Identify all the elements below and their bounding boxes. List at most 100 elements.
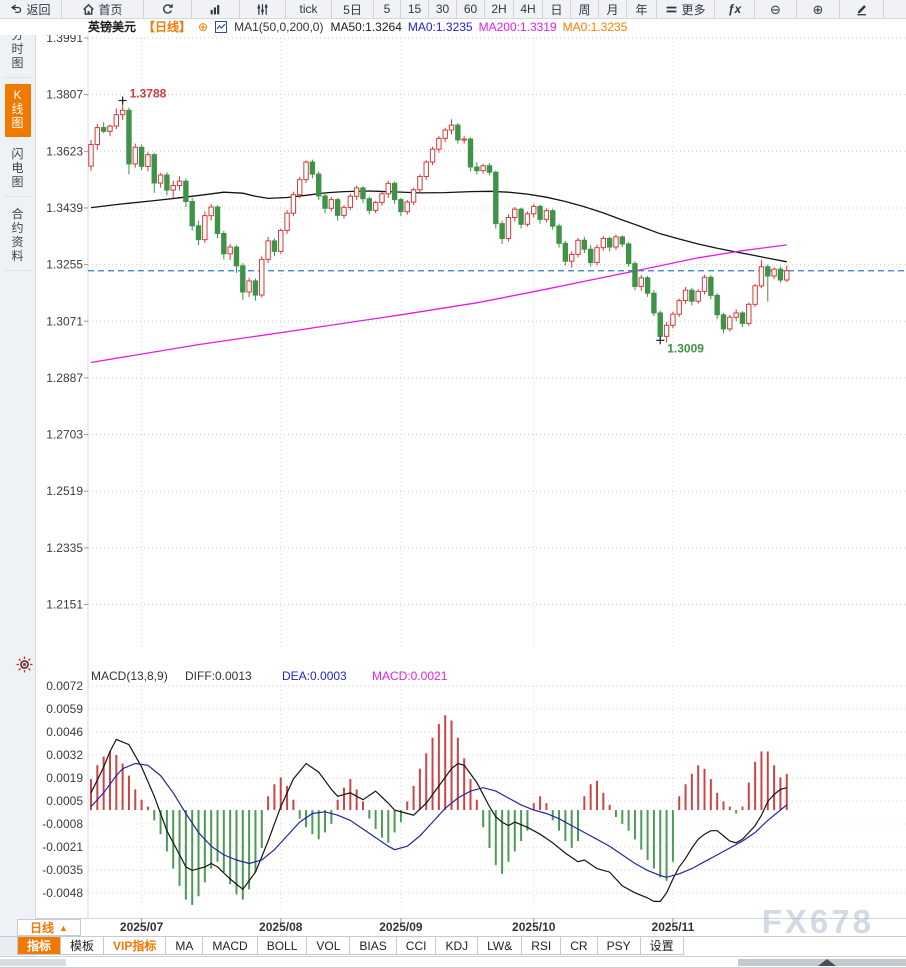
toolbar-period-week-button[interactable]: 周: [571, 0, 599, 18]
toolbar-zoom-out-button[interactable]: ⊖: [755, 0, 797, 18]
toolbar-period-month-button[interactable]: 月: [599, 0, 627, 18]
candle-body: [94, 127, 101, 146]
candle-body: [391, 182, 398, 201]
macd-tick-label: 0.0005: [46, 794, 83, 808]
candle-body: [600, 237, 607, 249]
candle-body: [265, 240, 271, 260]
candle-body: [151, 154, 157, 184]
indicator-tab-1[interactable]: 模板: [61, 937, 105, 955]
date-label: 2025/07: [120, 920, 164, 934]
price-tick-label: 1.3439: [46, 201, 83, 215]
candle-body: [689, 289, 695, 302]
price-tick-label: 1.2703: [46, 428, 83, 442]
indicator-tab-8[interactable]: CCI: [396, 937, 437, 955]
ma-value-1: MA0:1.3235: [407, 19, 473, 34]
toolbar-period-week-label: 周: [578, 2, 591, 17]
toolbar-home-button[interactable]: 首页: [62, 0, 144, 18]
period-tag: 【日线】: [143, 20, 192, 34]
toolbar-tick-button[interactable]: tick: [286, 0, 332, 18]
candle-body: [366, 198, 373, 211]
macd-params-label: MACD(13,8,9): [91, 669, 168, 683]
indicator-tab-4[interactable]: MACD: [203, 937, 258, 955]
date-label: 2025/08: [259, 920, 303, 934]
toolbar-period-15-button[interactable]: 15: [401, 0, 429, 18]
toolbar-zoom-in-button[interactable]: ⊕: [797, 0, 840, 18]
candle-body: [271, 240, 278, 252]
candle-body: [423, 161, 429, 178]
toolbar-indicator-sliders-button[interactable]: [240, 0, 286, 18]
scrollbar-left-segment[interactable]: [0, 959, 66, 966]
toolbar-period-60-button[interactable]: 60: [457, 0, 485, 18]
candle-body: [676, 300, 682, 315]
toolbar-period-5-button[interactable]: 5: [374, 0, 401, 18]
candle-body: [695, 290, 701, 302]
toolbar-refresh-button[interactable]: [144, 0, 192, 18]
toolbar-back-button[interactable]: 返回: [0, 0, 62, 18]
toolbar-period-5d-button[interactable]: 5日: [332, 0, 374, 18]
candle-body: [651, 292, 657, 314]
macd-tick-label: -0.0035: [42, 863, 83, 877]
candle-body: [708, 276, 714, 296]
toolbar-tick-label: tick: [299, 2, 318, 16]
candle-body: [701, 276, 708, 292]
top-toolbar: 返回 首页 tick 5日 5 15 30 60 2H 4H 日周月 年 更多 ƒx ⊖ ⊕: [0, 0, 906, 19]
candle-body: [512, 208, 518, 218]
toolbar-fx-button[interactable]: ƒx: [715, 0, 755, 18]
indicator-tab-0[interactable]: 指标: [18, 937, 62, 955]
indicator-tab-9[interactable]: KDJ: [436, 937, 479, 955]
candle-body: [119, 109, 126, 116]
candle-body: [398, 199, 404, 213]
add-compare-icon[interactable]: ⊕: [198, 19, 209, 34]
toolbar-chart-style-button[interactable]: [192, 0, 240, 18]
candle-body: [569, 253, 575, 262]
scrollbar-arrow-icon[interactable]: [818, 959, 836, 966]
candle-body: [284, 212, 290, 231]
menu-icon: [665, 3, 678, 16]
macd-macd-value: MACD:0.0021: [372, 669, 448, 683]
toolbar-period-4h-button[interactable]: 4H: [514, 0, 543, 18]
refresh-icon: [161, 3, 174, 16]
indicator-tab-5[interactable]: BOLL: [257, 937, 308, 955]
indicator-tab-10[interactable]: LW&: [478, 937, 523, 955]
indicator-tab-13[interactable]: PSY: [597, 937, 641, 955]
toolbar-period-year-button[interactable]: 年: [627, 0, 657, 18]
candle-body: [100, 127, 107, 132]
toolbar-more-button[interactable]: 更多: [657, 0, 715, 18]
chart-type-icon[interactable]: [215, 20, 228, 33]
price-tick-label: 1.2519: [46, 484, 83, 498]
toolbar-zoom-out-label: ⊖: [770, 1, 781, 17]
indicator-tab-14[interactable]: 设置: [640, 937, 684, 955]
candle-body: [214, 206, 221, 235]
indicator-tab-11[interactable]: RSI: [522, 937, 562, 955]
period-selector[interactable]: 日线 ▲: [17, 919, 81, 936]
toolbar-back-label: 返回: [26, 2, 51, 17]
candle-body: [372, 201, 379, 211]
candle-body: [518, 208, 524, 225]
candle-body: [524, 213, 531, 225]
candle-body: [360, 187, 366, 200]
toolbar-zoom-in-label: ⊕: [812, 1, 824, 17]
candle-body: [290, 194, 297, 214]
sidebar-item-lightning-chart[interactable]: 闪电图: [4, 143, 31, 197]
candle-body: [353, 187, 360, 197]
price-tick-label: 1.2151: [46, 598, 83, 612]
toolbar-draw-button[interactable]: [840, 0, 884, 18]
toolbar-period-year-label: 年: [635, 2, 648, 17]
indicator-tab-3[interactable]: MA: [166, 937, 204, 955]
macd-diff-value: DIFF:0.0013: [185, 669, 252, 683]
candle-body: [575, 239, 581, 255]
toolbar-period-day-button[interactable]: 日: [543, 0, 571, 18]
indicator-tab-7[interactable]: BIAS: [350, 937, 397, 955]
indicator-sun-icon[interactable]: [16, 656, 33, 673]
indicator-tab-12[interactable]: CR: [561, 937, 598, 955]
toolbar-period-30-button[interactable]: 30: [429, 0, 457, 18]
indicator-tab-2[interactable]: VIP指标: [104, 937, 167, 955]
indicator-tab-6[interactable]: VOL: [307, 937, 351, 955]
candle-body: [739, 312, 746, 324]
toolbar-period-2h-button[interactable]: 2H: [485, 0, 514, 18]
candle-body: [638, 277, 644, 287]
sidebar-item-contract-info[interactable]: 合约资料: [4, 203, 31, 271]
horizontal-scrollbar[interactable]: [0, 956, 906, 968]
